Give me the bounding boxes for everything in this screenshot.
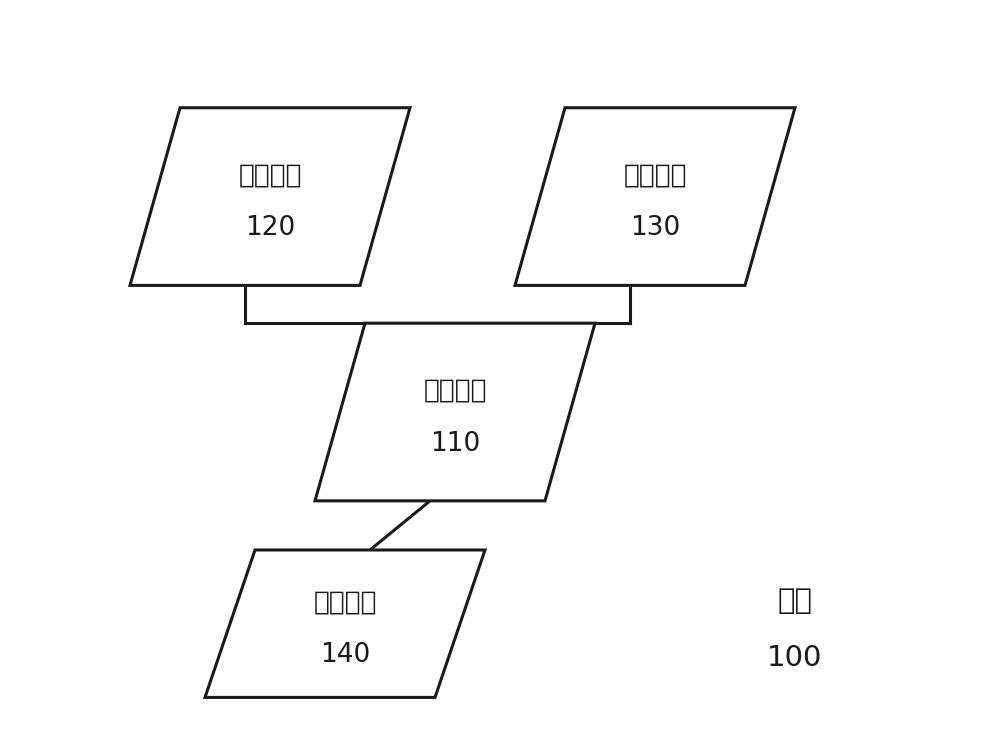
Text: 标准单元: 标准单元	[623, 163, 687, 188]
Polygon shape	[315, 324, 595, 501]
Text: 标准单元: 标准单元	[313, 590, 377, 615]
Text: 140: 140	[320, 643, 370, 668]
Polygon shape	[515, 108, 795, 286]
Text: 120: 120	[245, 215, 295, 241]
Polygon shape	[130, 108, 410, 286]
Text: 130: 130	[630, 215, 680, 241]
Text: 标准单元: 标准单元	[423, 378, 487, 404]
Text: 100: 100	[767, 643, 823, 672]
Text: 电路: 电路	[778, 587, 812, 615]
Text: 110: 110	[430, 431, 480, 457]
Text: 标准单元: 标准单元	[238, 163, 302, 188]
Polygon shape	[205, 550, 485, 697]
